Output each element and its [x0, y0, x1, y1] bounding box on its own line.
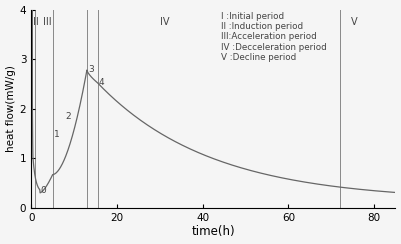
Text: 2: 2: [65, 112, 71, 121]
Y-axis label: heat flow(mW/g): heat flow(mW/g): [6, 65, 16, 152]
Text: I :Initial period
II :Induction period
III:Acceleration period
IV :Decceleration: I :Initial period II :Induction period I…: [221, 11, 326, 62]
Text: V: V: [350, 17, 357, 27]
Text: 4: 4: [99, 78, 105, 87]
Text: III: III: [43, 17, 52, 27]
X-axis label: time(h): time(h): [192, 225, 235, 238]
Text: 0: 0: [40, 186, 46, 195]
Text: II: II: [33, 17, 39, 27]
Text: 3: 3: [88, 64, 94, 73]
Text: 1: 1: [54, 131, 60, 139]
Text: IV: IV: [160, 17, 169, 27]
